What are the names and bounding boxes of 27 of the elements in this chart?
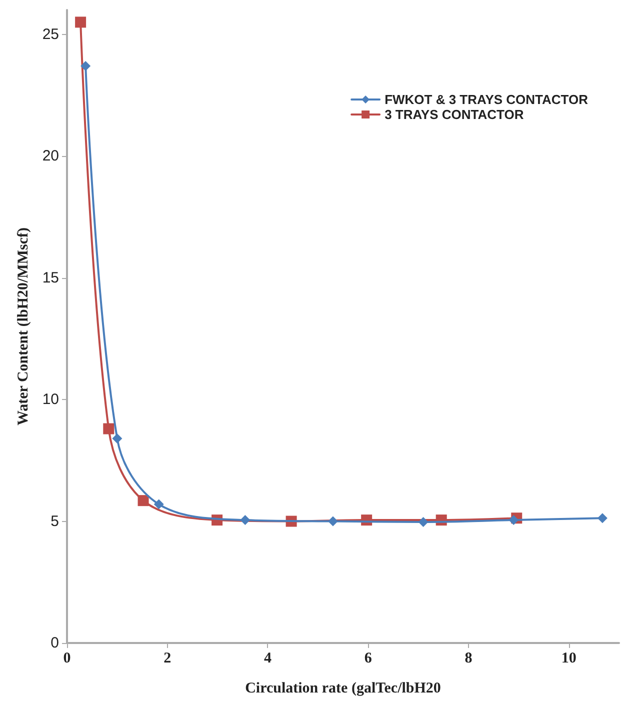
y-tick-label: 20 — [42, 148, 59, 165]
point — [418, 517, 428, 527]
x-tick-label: 8 — [464, 650, 472, 666]
legend-label: 3 TRAYS CONTACTOR — [384, 107, 524, 122]
y-tick-label: 15 — [42, 269, 59, 286]
x-tick-label: 0 — [63, 650, 71, 666]
x-tick-label: 2 — [164, 650, 172, 666]
y-tick-label: 10 — [42, 391, 59, 408]
point — [112, 433, 122, 444]
y-tick-label: 0 — [50, 634, 59, 652]
x-tick-label: 6 — [364, 650, 372, 666]
x-axis-title: Circulation rate (galTec/lbH20 — [245, 680, 441, 696]
point — [328, 516, 338, 526]
point — [240, 515, 250, 526]
legend-label: FWKOT & 3 TRAYS CONTACTOR — [384, 92, 589, 107]
x-tick-label: 10 — [561, 650, 576, 666]
y-tick-label: 5 — [50, 512, 59, 530]
point — [138, 495, 149, 506]
point — [597, 513, 608, 524]
point — [80, 60, 91, 71]
point — [103, 423, 114, 434]
point — [508, 515, 519, 526]
point — [75, 16, 86, 28]
x-tick-label: 4 — [264, 650, 272, 666]
point — [154, 499, 164, 510]
y-axis-title: Water Content (lbH20/MMscf) — [16, 227, 32, 426]
y-tick-label: 25 — [42, 26, 59, 43]
